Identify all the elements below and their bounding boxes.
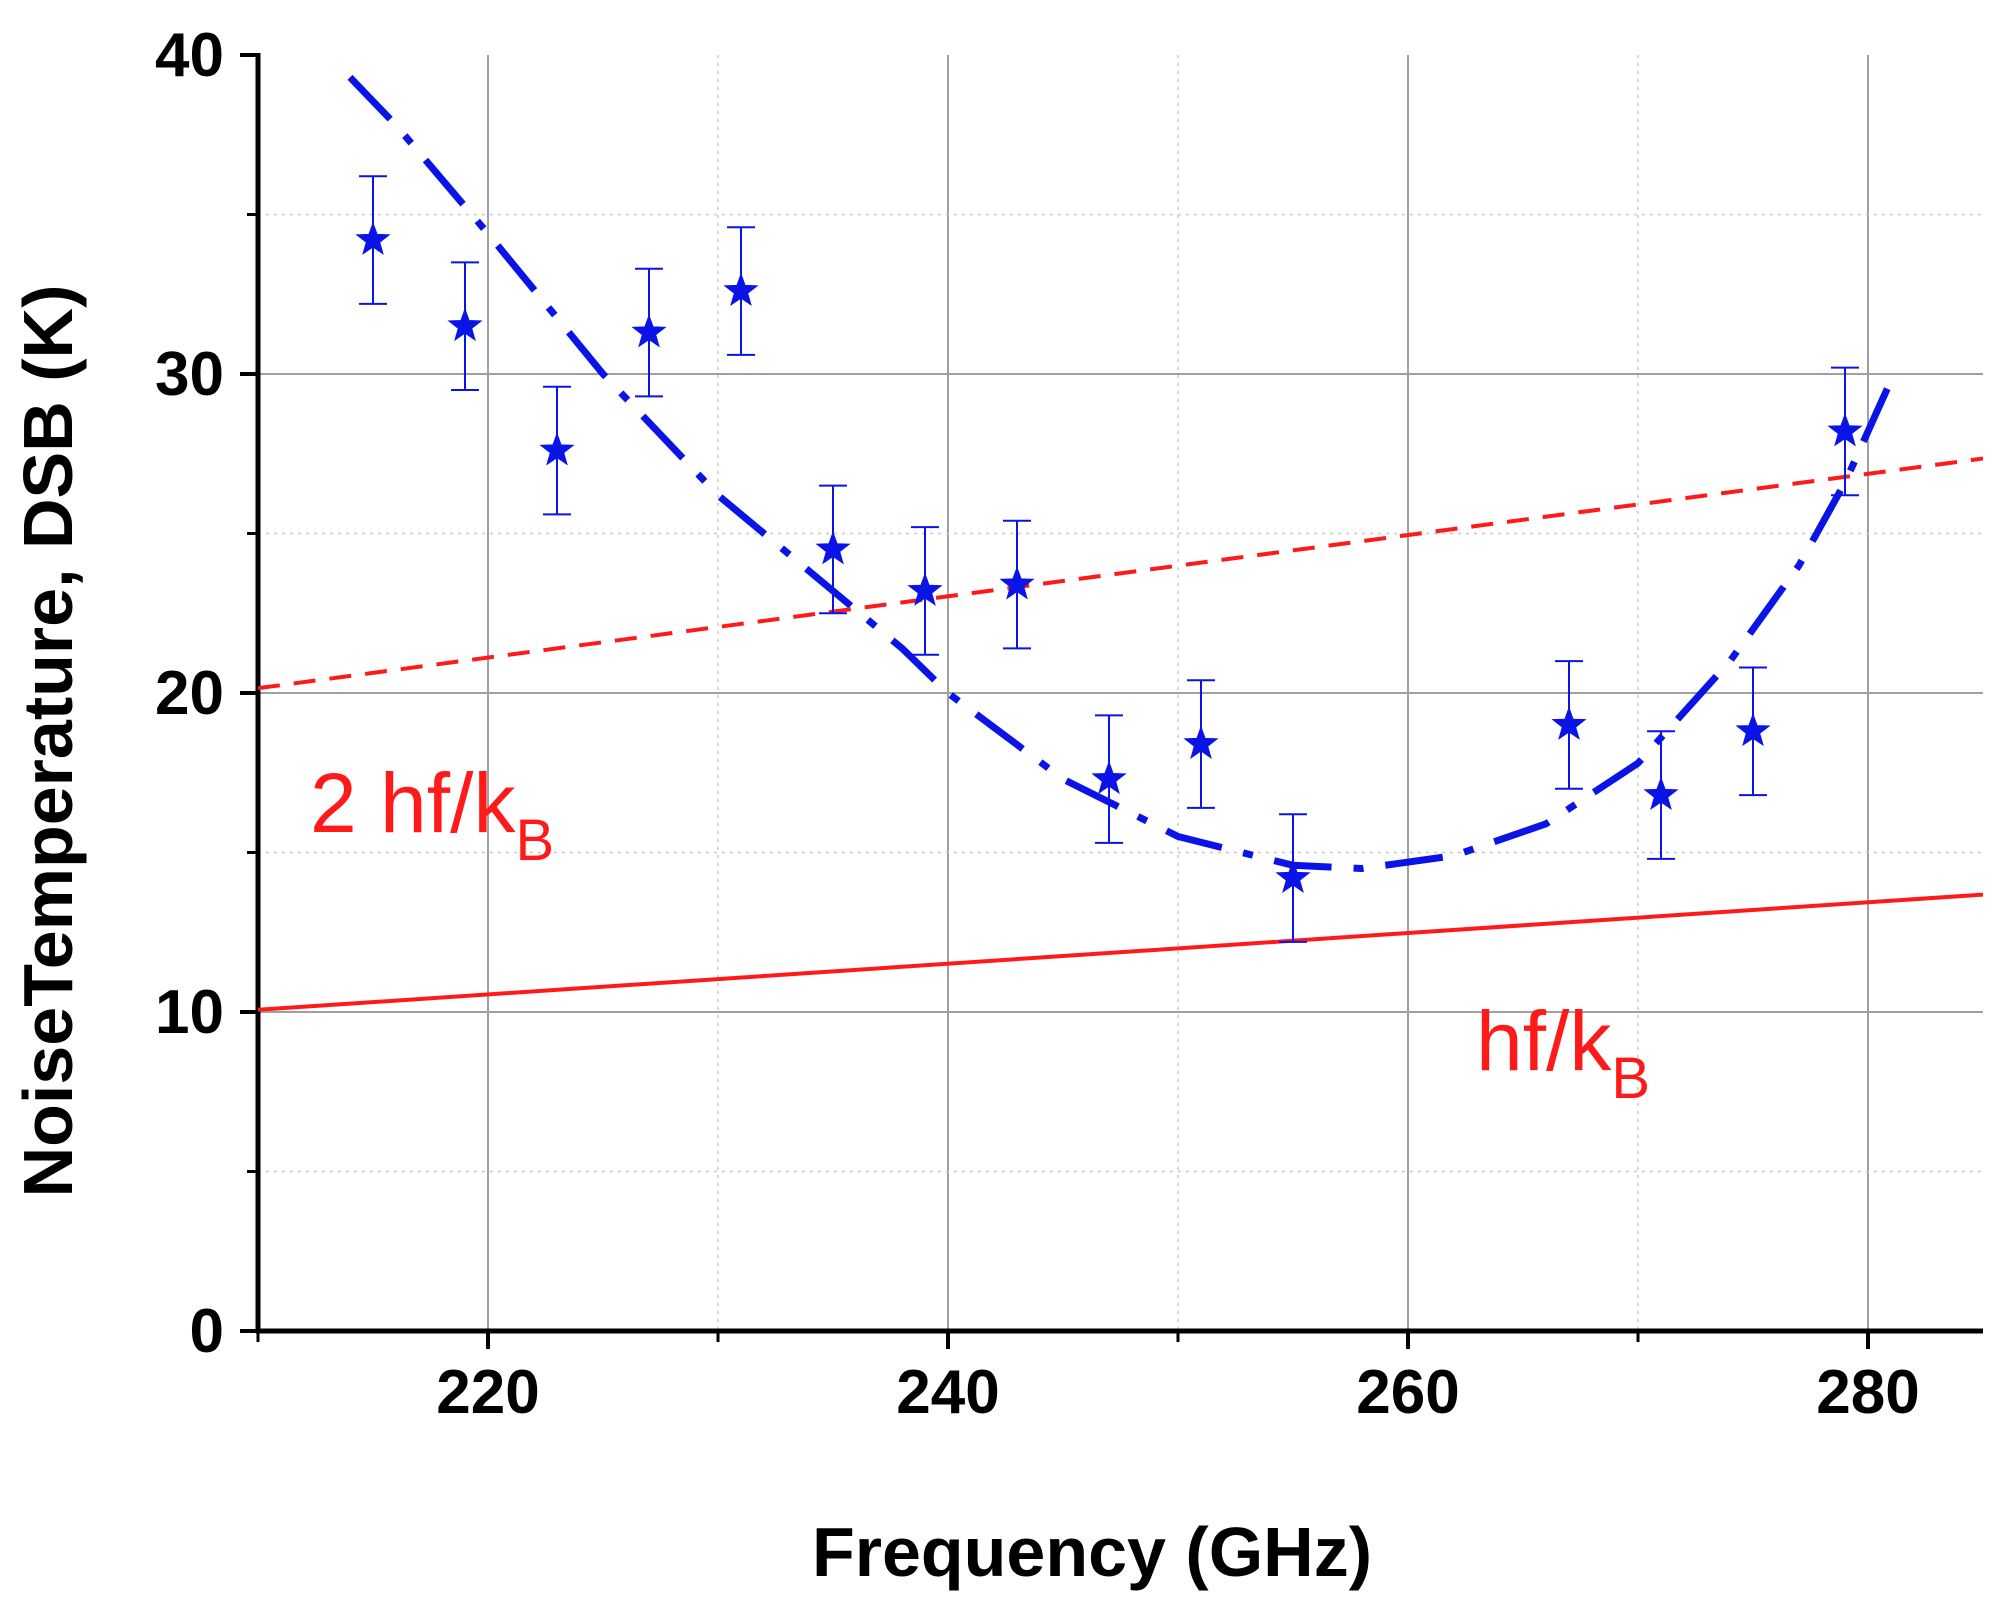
data-point-10 [1275, 859, 1311, 893]
x-tick-label-260: 260 [1356, 1358, 1459, 1427]
y-axis-title: NoiseTemperature, DSB (K) [9, 285, 87, 1198]
y-tick-label-40: 40 [155, 21, 224, 90]
axes: 220 240 260 280 0 10 20 30 40 [155, 21, 1983, 1427]
x-tick-label-240: 240 [896, 1358, 999, 1427]
series-line-hf-kb [258, 892, 1983, 1012]
x-tick-label-280: 280 [1816, 1358, 1919, 1427]
data-point-4 [723, 272, 759, 306]
y-tick-label-20: 20 [155, 659, 224, 728]
data-point-11 [1551, 706, 1587, 740]
y-tick-label-0: 0 [190, 1297, 224, 1366]
data-point-6 [907, 572, 943, 606]
data-point-5 [815, 530, 851, 565]
data-point-9 [1183, 725, 1219, 759]
x-axis-title: Frequency (GHz) [812, 1513, 1372, 1591]
data-point-12 [1643, 776, 1679, 810]
data-points [355, 175, 1863, 943]
series-line-fit [347, 74, 1895, 872]
data-point-0 [355, 221, 391, 255]
series-line-2-hf-kb [258, 456, 1983, 691]
y-tick-label-30: 30 [155, 340, 224, 409]
data-point-7 [999, 566, 1035, 600]
series-lines [258, 74, 1983, 1012]
data-point-8 [1091, 760, 1127, 795]
data-point-13 [1735, 712, 1771, 747]
annotation-hf-kb: hf/kB [1476, 994, 1650, 1111]
annotation-2hf-kb: 2 hf/kB [310, 756, 554, 873]
data-point-1 [447, 307, 483, 342]
data-point-2 [539, 432, 575, 466]
y-tick-label-10: 10 [155, 978, 224, 1047]
data-point-14 [1827, 412, 1863, 447]
grid [258, 55, 1983, 1331]
data-point-3 [631, 314, 667, 348]
x-tick-label-220: 220 [436, 1358, 539, 1427]
